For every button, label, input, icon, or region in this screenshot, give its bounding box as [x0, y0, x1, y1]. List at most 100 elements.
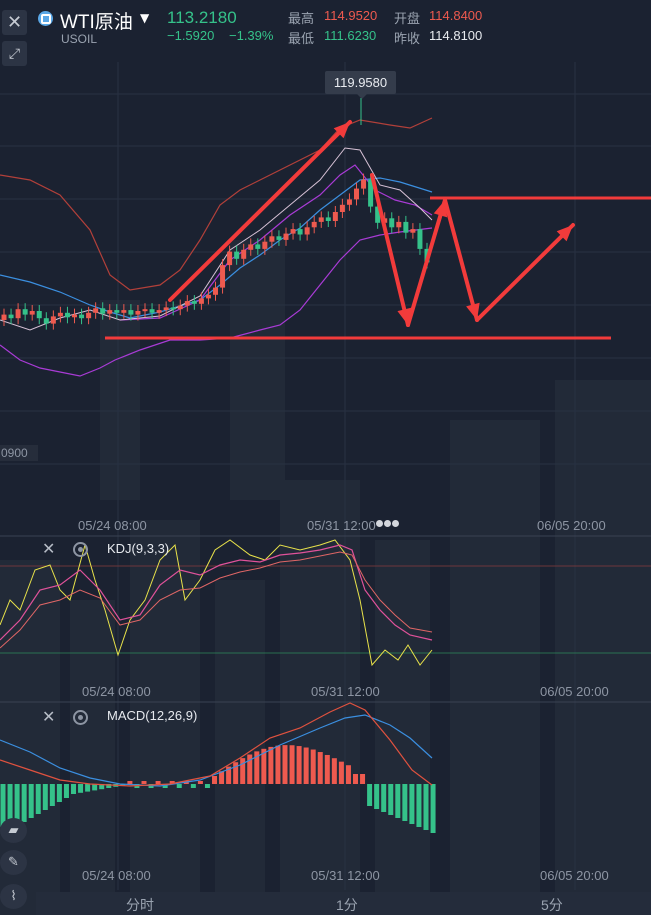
peak-price-tag-pointer: [357, 94, 367, 99]
macd-histogram-bar: [85, 784, 91, 792]
macd-settings-icon[interactable]: [73, 710, 88, 725]
chevron-down-icon[interactable]: ▼: [140, 11, 150, 25]
candle-body: [290, 229, 296, 234]
macd-histogram-bar: [296, 746, 302, 784]
macd-x-label-1: 05/24 08:00: [82, 868, 151, 883]
candle-body: [346, 199, 352, 205]
macd-histogram-bar: [367, 784, 373, 806]
macd-histogram-bar: [416, 784, 422, 827]
macd-close-icon[interactable]: ✕: [42, 707, 56, 726]
candle-body: [276, 236, 282, 240]
macd-histogram-bar: [402, 784, 408, 821]
close-icon[interactable]: ✕: [2, 10, 27, 35]
macd-histogram-bar: [190, 784, 196, 788]
candle-body: [332, 212, 338, 221]
macd-histogram-bar: [21, 784, 27, 822]
timeframe-tick[interactable]: 分时: [126, 897, 154, 913]
macd-histogram-bar: [282, 745, 288, 784]
candle-body: [22, 309, 28, 315]
kdj-x-label-1: 05/24 08:00: [82, 684, 151, 699]
kdj-j-line: [0, 551, 433, 649]
kdj-k-line: [0, 539, 433, 667]
macd-histogram-bar: [430, 784, 436, 833]
candle-body: [57, 312, 63, 317]
trend-arrow-head: [333, 122, 350, 139]
high-label: 最高: [288, 11, 315, 26]
macd-histogram-bar: [423, 784, 429, 830]
macd-histogram-bar: [28, 784, 34, 818]
expand-icon[interactable]: ⤢: [2, 41, 27, 66]
macd-histogram-bar: [268, 746, 274, 784]
candle-body: [29, 311, 35, 315]
more-options-icon[interactable]: [376, 520, 399, 527]
kdj-label: KDJ(9,3,3): [107, 541, 170, 556]
boll-middle-line: [0, 177, 433, 319]
candle-body: [262, 241, 268, 249]
macd-histogram-bar: [219, 771, 225, 784]
candle-body: [389, 218, 395, 228]
price-change: −1.5920: [167, 28, 215, 43]
price-change-percent: −1.39%: [229, 28, 274, 43]
trend-arrow-shaft: [475, 223, 575, 322]
candle-body: [191, 301, 197, 304]
price-axis-tag: 0900: [0, 445, 38, 461]
timeframe-bar: 分时 1分 5分: [36, 892, 651, 915]
peak-price-tag: 119.9580: [325, 71, 396, 94]
candle-body: [375, 206, 381, 223]
low-value: 111.6230: [324, 28, 377, 43]
candle-body: [128, 310, 134, 315]
timeframe-5min[interactable]: 5分: [541, 897, 563, 913]
macd-x-label-3: 06/05 20:00: [540, 868, 609, 883]
macd-histogram-bar: [92, 784, 98, 791]
pencil-icon[interactable]: ✎: [0, 850, 27, 875]
candle-body: [163, 307, 169, 311]
macd-histogram-bar: [7, 784, 13, 830]
candle-body: [100, 308, 106, 314]
candle-body: [50, 316, 56, 324]
trend-arrow-shaft: [443, 198, 479, 322]
timeframe-1min[interactable]: 1分: [336, 897, 358, 913]
candle-body: [410, 229, 416, 233]
chat-icon[interactable]: ▰: [0, 818, 27, 843]
high-value: 114.9520: [324, 8, 378, 23]
macd-histogram-bar: [345, 765, 351, 784]
candle-body: [107, 310, 113, 314]
trend-arrow-shaft: [406, 198, 447, 327]
last-price: 113.2180: [167, 8, 237, 27]
macd-histogram-bar: [247, 754, 253, 784]
macd-histogram-bar: [324, 754, 330, 784]
kdj-close-icon[interactable]: ✕: [42, 539, 56, 558]
macd-histogram-bar: [71, 784, 76, 794]
macd-histogram-bar: [0, 784, 6, 834]
candle-body: [149, 309, 155, 313]
candle-body: [36, 311, 42, 319]
low-label: 最低: [288, 31, 315, 46]
candle-body: [142, 309, 148, 312]
macd-histogram-bar: [155, 781, 161, 784]
macd-dea-line: [0, 702, 433, 787]
kdj-x-label-3: 06/05 20:00: [540, 684, 609, 699]
symbol-name[interactable]: WTI原油: [60, 12, 133, 33]
candle-body: [184, 301, 190, 306]
candle-body: [177, 305, 183, 310]
indicator-toggle-icon[interactable]: ⌇: [0, 884, 27, 909]
boll-lower-line: [0, 227, 433, 377]
candle-body: [79, 314, 85, 319]
candle-body: [304, 227, 310, 235]
candle-body: [227, 251, 233, 266]
prev-close-value: 114.8100: [429, 28, 483, 43]
candle-body: [198, 298, 204, 304]
macd-histogram-bar: [204, 784, 210, 788]
candle-body: [220, 265, 226, 288]
macd-histogram-bar: [106, 784, 112, 788]
candle-body: [135, 311, 141, 315]
kdj-settings-icon[interactable]: [73, 542, 88, 557]
candle-body: [297, 229, 303, 235]
macd-histogram-bar: [395, 784, 401, 818]
candle-body: [339, 204, 345, 212]
candle-body: [15, 309, 21, 319]
prev-close-label: 昨收: [394, 31, 421, 46]
candle-body: [361, 179, 367, 189]
